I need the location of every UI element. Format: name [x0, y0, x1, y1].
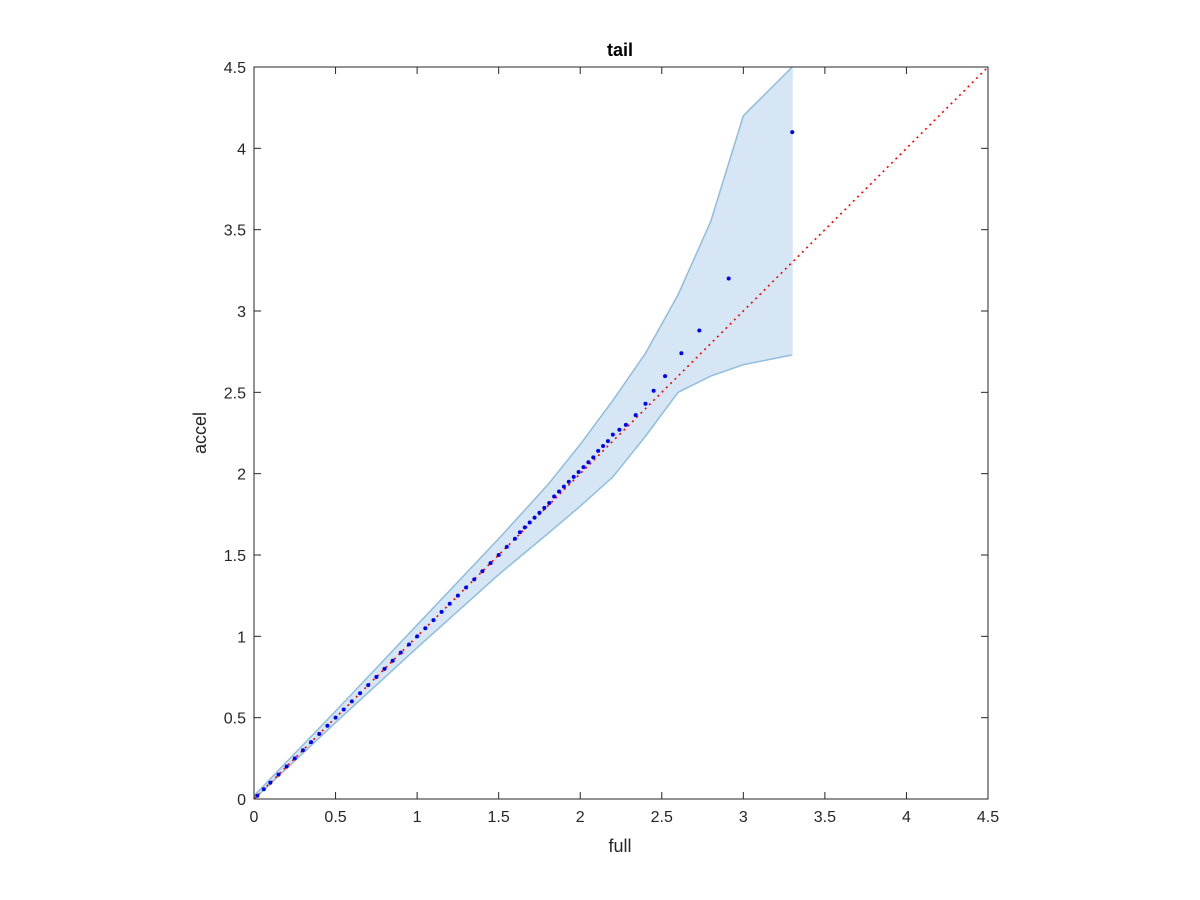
y-tick-label: 2.5: [224, 385, 246, 402]
data-point: [255, 793, 260, 798]
x-tick-label: 4: [902, 809, 911, 826]
data-point: [571, 474, 576, 479]
data-point: [697, 328, 702, 333]
data-point: [309, 740, 314, 745]
data-point: [561, 484, 566, 489]
x-axis-ticks: 0 0.5 1 1.5 2 2.5 3 3.5 4 4.5: [250, 67, 999, 826]
data-point: [366, 683, 371, 688]
data-point: [390, 658, 395, 663]
data-point: [532, 515, 537, 520]
data-point: [317, 731, 322, 736]
data-point: [591, 455, 596, 460]
data-point: [557, 489, 562, 494]
data-point: [415, 634, 420, 639]
data-point: [679, 351, 684, 356]
data-point: [358, 691, 363, 696]
data-point: [586, 460, 591, 465]
data-point: [349, 699, 354, 704]
y-tick-label: 1.5: [224, 548, 246, 565]
data-point: [537, 510, 542, 515]
data-point: [610, 432, 615, 437]
x-axis-label: full: [608, 836, 631, 856]
data-point: [623, 422, 628, 427]
data-point: [605, 439, 610, 444]
y-axis-ticks: 0 0.5 1 1.5 2 2.5 3 3.5 4 4.5: [224, 60, 988, 809]
data-point: [464, 585, 469, 590]
data-points: [255, 130, 795, 798]
data-point: [300, 748, 305, 753]
data-point: [566, 479, 571, 484]
data-point: [333, 715, 338, 720]
data-point: [651, 388, 656, 393]
data-point: [431, 618, 436, 623]
x-tick-label: 3.5: [814, 809, 836, 826]
data-point: [374, 675, 379, 679]
data-point: [663, 374, 668, 379]
data-point: [398, 650, 403, 655]
band-lower-edge: [254, 354, 793, 799]
y-tick-label: 4.5: [224, 60, 246, 77]
data-point: [447, 601, 452, 606]
data-point: [522, 525, 527, 530]
x-tick-label: 2.5: [651, 809, 673, 826]
y-tick-label: 3.5: [224, 223, 246, 240]
y-tick-label: 1: [237, 629, 246, 646]
data-point: [292, 756, 297, 761]
data-point: [790, 130, 795, 135]
band-upper-edge: [254, 67, 793, 797]
x-tick-label: 4.5: [977, 809, 999, 826]
data-point: [268, 780, 273, 785]
data-point: [455, 593, 460, 598]
data-point: [726, 276, 731, 281]
data-point: [643, 401, 648, 406]
confidence-band: [254, 67, 793, 799]
chart-title: tail: [607, 40, 633, 60]
data-point: [601, 444, 606, 449]
data-point: [596, 448, 601, 453]
data-point: [261, 787, 266, 792]
data-point: [576, 470, 581, 475]
y-tick-label: 2: [237, 467, 246, 484]
x-tick-label: 0: [250, 809, 259, 826]
data-point: [504, 544, 509, 549]
y-tick-label: 0: [237, 792, 246, 809]
data-point: [512, 536, 517, 541]
data-point: [406, 642, 411, 647]
data-point: [276, 772, 281, 777]
data-point: [423, 626, 428, 631]
x-tick-label: 3: [739, 809, 748, 826]
data-point: [496, 553, 501, 557]
data-point: [325, 723, 330, 728]
data-point: [547, 500, 552, 505]
x-tick-label: 2: [576, 809, 585, 826]
data-point: [439, 609, 444, 614]
data-point: [527, 520, 532, 525]
y-tick-label: 3: [237, 304, 246, 321]
data-point: [488, 561, 493, 566]
data-point: [552, 494, 557, 499]
y-axis-label: accel: [190, 412, 210, 454]
data-point: [472, 577, 477, 582]
data-point: [617, 427, 622, 432]
data-point: [542, 505, 547, 510]
y-tick-label: 0.5: [224, 711, 246, 728]
x-tick-label: 1: [413, 809, 422, 826]
axes-box: [253, 66, 989, 800]
data-point: [341, 707, 346, 712]
data-point: [581, 465, 586, 470]
x-tick-label: 0.5: [324, 809, 346, 826]
data-point: [517, 530, 522, 535]
band-fill: [254, 67, 793, 799]
data-point: [480, 569, 485, 574]
x-tick-label: 1.5: [488, 809, 510, 826]
y-tick-label: 4: [237, 141, 246, 158]
data-point: [284, 764, 289, 769]
data-point: [633, 413, 638, 418]
data-point: [382, 666, 387, 671]
